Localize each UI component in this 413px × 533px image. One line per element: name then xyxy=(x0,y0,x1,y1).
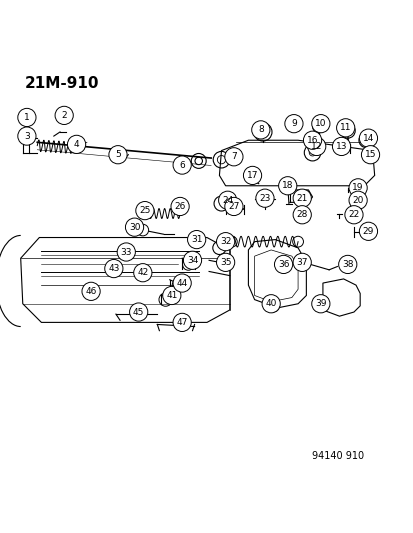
Text: 17: 17 xyxy=(246,171,258,180)
Circle shape xyxy=(173,274,191,292)
Text: 13: 13 xyxy=(335,142,347,151)
Text: 34: 34 xyxy=(186,256,198,265)
Text: 28: 28 xyxy=(296,210,307,219)
Text: 26: 26 xyxy=(174,202,185,211)
Circle shape xyxy=(303,131,321,149)
Text: 14: 14 xyxy=(362,134,373,143)
Circle shape xyxy=(361,146,379,164)
Text: 10: 10 xyxy=(314,119,326,128)
Text: 40: 40 xyxy=(265,299,276,308)
Text: 41: 41 xyxy=(166,291,177,300)
Circle shape xyxy=(307,138,325,156)
Circle shape xyxy=(358,222,377,240)
Circle shape xyxy=(251,121,269,139)
Text: 25: 25 xyxy=(139,206,150,215)
Text: 37: 37 xyxy=(296,258,307,267)
Text: 15: 15 xyxy=(364,150,375,159)
Circle shape xyxy=(216,232,234,251)
Text: 24: 24 xyxy=(221,196,233,205)
Text: 43: 43 xyxy=(108,264,119,273)
Circle shape xyxy=(104,260,123,278)
Text: 47: 47 xyxy=(176,318,188,327)
Text: 22: 22 xyxy=(347,210,359,219)
Text: 3: 3 xyxy=(24,132,30,141)
Text: 31: 31 xyxy=(190,235,202,244)
Text: 20: 20 xyxy=(351,196,363,205)
Text: 12: 12 xyxy=(310,142,322,151)
Text: 11: 11 xyxy=(339,123,351,132)
Circle shape xyxy=(344,206,362,224)
Text: 46: 46 xyxy=(85,287,97,296)
Circle shape xyxy=(292,189,311,207)
Text: 30: 30 xyxy=(128,223,140,232)
Circle shape xyxy=(292,253,311,271)
Circle shape xyxy=(243,166,261,184)
Circle shape xyxy=(129,303,147,321)
Text: 2: 2 xyxy=(61,111,67,120)
Circle shape xyxy=(109,146,127,164)
Circle shape xyxy=(332,138,350,156)
Circle shape xyxy=(216,253,234,271)
Circle shape xyxy=(292,206,311,224)
Circle shape xyxy=(82,282,100,301)
Circle shape xyxy=(284,115,302,133)
Text: 18: 18 xyxy=(281,181,293,190)
Circle shape xyxy=(311,295,329,313)
Circle shape xyxy=(173,313,191,332)
Text: 33: 33 xyxy=(120,247,132,256)
Circle shape xyxy=(117,243,135,261)
Circle shape xyxy=(348,179,366,197)
Text: 32: 32 xyxy=(219,237,231,246)
Circle shape xyxy=(336,119,354,137)
Text: 5: 5 xyxy=(115,150,121,159)
Text: 8: 8 xyxy=(257,125,263,134)
Circle shape xyxy=(187,230,205,249)
Text: 21M-910: 21M-910 xyxy=(25,76,99,91)
Circle shape xyxy=(173,156,191,174)
Circle shape xyxy=(358,129,377,147)
Text: 4: 4 xyxy=(74,140,79,149)
Text: 27: 27 xyxy=(228,202,239,211)
Circle shape xyxy=(171,197,189,215)
Circle shape xyxy=(135,201,154,220)
Text: 36: 36 xyxy=(277,260,289,269)
Text: 35: 35 xyxy=(219,258,231,267)
Circle shape xyxy=(224,197,242,215)
Text: 38: 38 xyxy=(341,260,353,269)
Text: 6: 6 xyxy=(179,160,185,169)
Text: 45: 45 xyxy=(133,308,144,317)
Circle shape xyxy=(224,148,242,166)
Text: 44: 44 xyxy=(176,279,188,288)
Text: 29: 29 xyxy=(362,227,373,236)
Circle shape xyxy=(338,255,356,273)
Text: 21: 21 xyxy=(296,193,307,203)
Text: 23: 23 xyxy=(259,193,270,203)
Circle shape xyxy=(274,255,292,273)
Circle shape xyxy=(278,176,296,195)
Circle shape xyxy=(67,135,85,154)
Circle shape xyxy=(125,218,143,236)
Text: 42: 42 xyxy=(137,268,148,277)
Circle shape xyxy=(255,189,273,207)
Text: 9: 9 xyxy=(290,119,296,128)
Circle shape xyxy=(55,106,73,125)
Circle shape xyxy=(218,191,236,209)
Circle shape xyxy=(348,191,366,209)
Circle shape xyxy=(183,251,201,269)
Text: 39: 39 xyxy=(314,299,326,308)
Circle shape xyxy=(18,127,36,145)
Circle shape xyxy=(311,115,329,133)
Text: 7: 7 xyxy=(230,152,236,161)
Circle shape xyxy=(162,286,180,304)
Text: 1: 1 xyxy=(24,113,30,122)
Circle shape xyxy=(18,108,36,126)
Circle shape xyxy=(133,264,152,282)
Text: 16: 16 xyxy=(306,136,318,145)
Circle shape xyxy=(261,295,280,313)
Text: 19: 19 xyxy=(351,183,363,192)
Text: 94140 910: 94140 910 xyxy=(311,451,363,461)
